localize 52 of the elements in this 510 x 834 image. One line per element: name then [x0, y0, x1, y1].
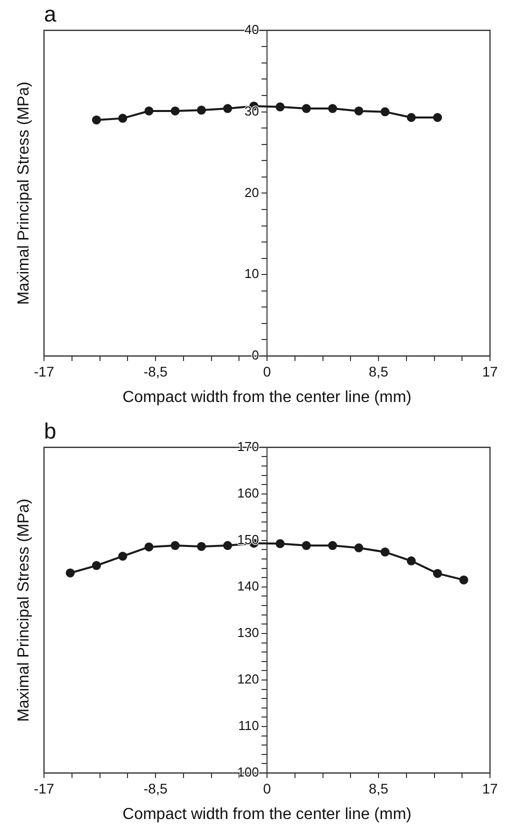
- point: [170, 106, 180, 116]
- x-tick-label: 17: [482, 363, 498, 380]
- x-tick-label: 8,5: [368, 363, 388, 380]
- point: [276, 539, 285, 548]
- x-tick-label: 17: [482, 780, 498, 796]
- point: [144, 542, 154, 552]
- point: [406, 113, 416, 122]
- point: [223, 541, 232, 550]
- point: [328, 104, 338, 114]
- chart-title: b: [44, 418, 56, 444]
- point: [66, 568, 75, 578]
- x-tick-label: -17: [34, 363, 54, 380]
- y-tick-label: 20: [244, 184, 259, 200]
- point: [459, 575, 468, 584]
- y-tick-label: 30: [244, 103, 259, 118]
- point: [302, 104, 311, 114]
- y-tick-label: 160: [237, 485, 259, 500]
- point: [380, 548, 390, 557]
- point: [328, 541, 338, 550]
- point: [276, 102, 285, 112]
- x-axis-title: Compact width from the center line (mm): [122, 806, 412, 823]
- point: [433, 568, 442, 578]
- y-axis-title: Maximal Principal Stress (MPa): [15, 82, 32, 305]
- x-tick-label: 8,5: [368, 780, 388, 796]
- point: [118, 552, 128, 561]
- point: [196, 106, 206, 115]
- point: [354, 543, 364, 552]
- y-tick-label: 130: [237, 625, 259, 640]
- point: [92, 115, 101, 124]
- point: [92, 561, 101, 570]
- point: [302, 541, 311, 550]
- y-tick-label: 120: [237, 672, 259, 687]
- point: [196, 542, 206, 551]
- x-axis-title: Compact width from the center line (mm): [122, 388, 412, 406]
- point: [380, 107, 390, 116]
- y-tick-label: 10: [244, 266, 259, 282]
- point: [354, 106, 364, 116]
- x-tick-label: 0: [263, 363, 272, 380]
- point: [170, 541, 180, 550]
- y-tick-label: 140: [237, 578, 259, 594]
- point: [406, 556, 416, 566]
- x-tick-label: -8,5: [143, 363, 168, 380]
- y-tick-label: 110: [238, 718, 259, 734]
- point: [118, 114, 128, 123]
- y-axis-title: Maximal Principal Stress (MPa): [15, 498, 32, 722]
- x-tick-label: -8,5: [143, 780, 168, 796]
- chart-title: a: [44, 1, 57, 26]
- point: [144, 106, 154, 116]
- x-tick-label: -17: [34, 780, 54, 796]
- point: [223, 104, 232, 114]
- x-tick-label: 0: [263, 780, 272, 796]
- point: [433, 113, 442, 122]
